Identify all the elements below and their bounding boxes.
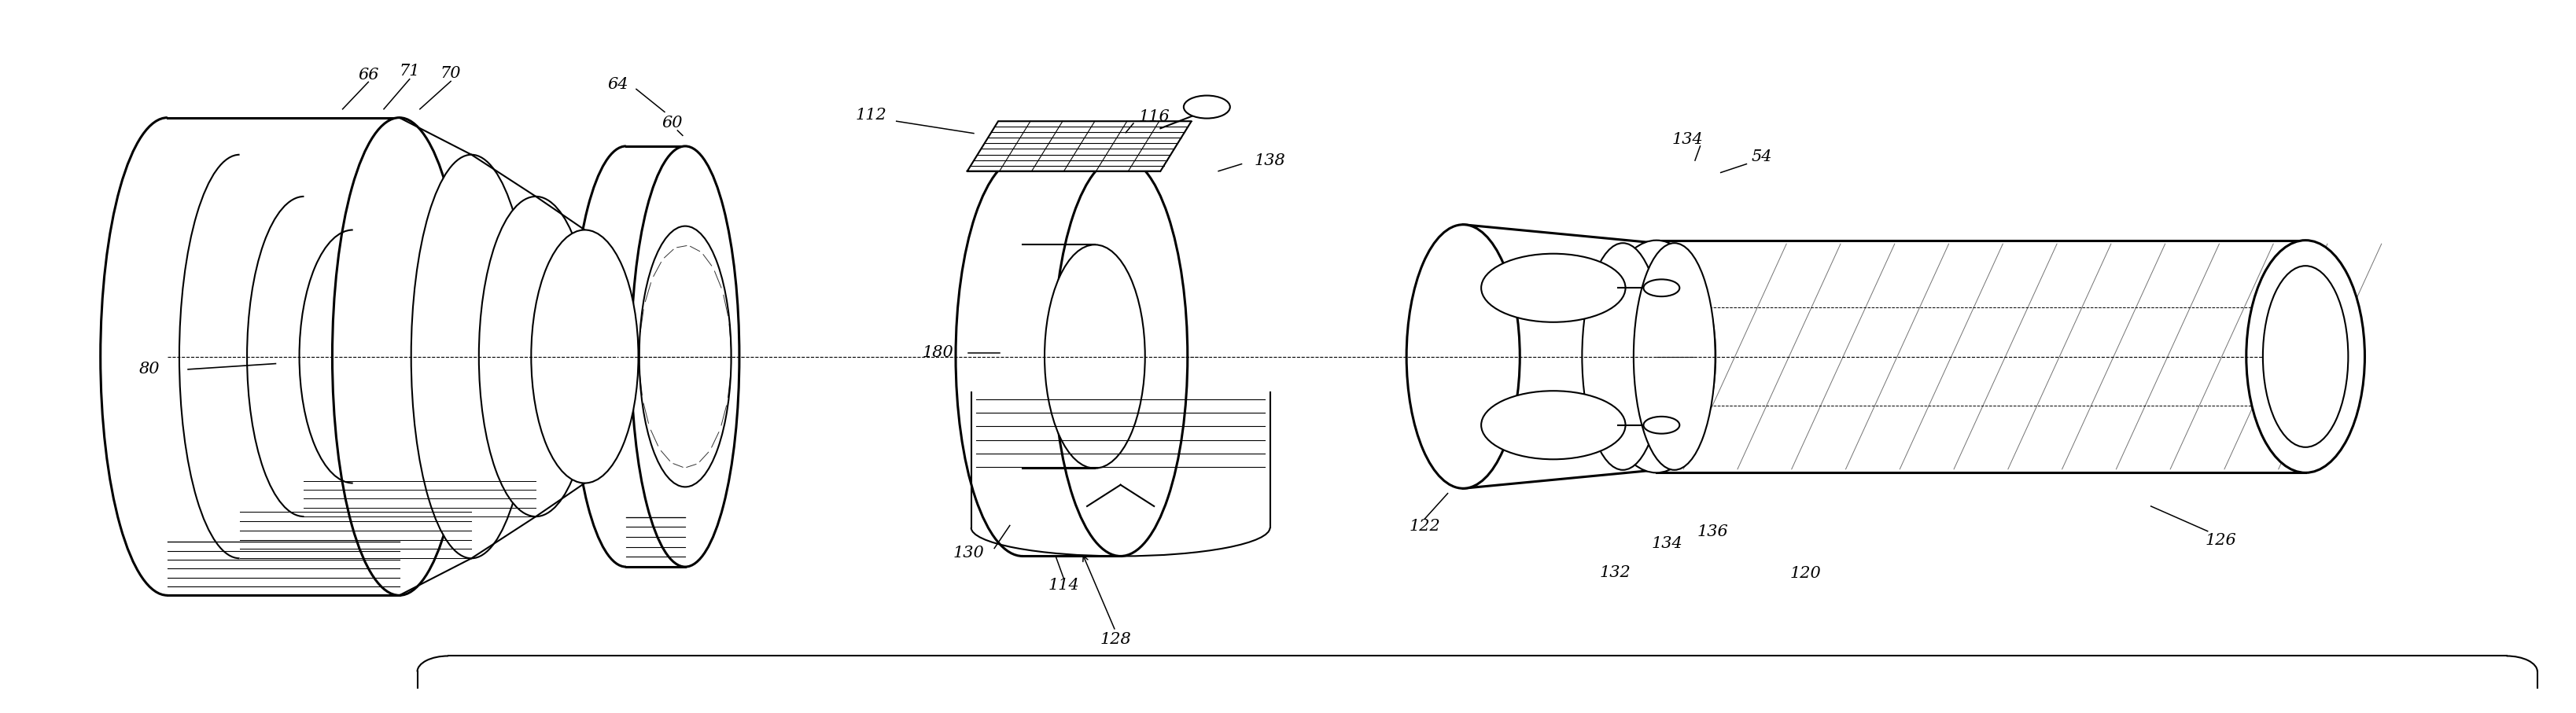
- Text: 80: 80: [139, 362, 160, 376]
- Ellipse shape: [2246, 240, 2365, 473]
- Text: 134: 134: [1651, 536, 1682, 550]
- Text: 180: 180: [922, 346, 953, 360]
- Text: 66: 66: [358, 68, 379, 82]
- Ellipse shape: [412, 155, 531, 558]
- Text: 128: 128: [1100, 632, 1131, 647]
- Ellipse shape: [1185, 96, 1229, 118]
- Ellipse shape: [1406, 225, 1520, 488]
- Ellipse shape: [1582, 243, 1664, 470]
- Text: 122: 122: [1409, 519, 1440, 533]
- Ellipse shape: [1643, 416, 1680, 434]
- Text: 54: 54: [1752, 150, 1772, 164]
- Text: 130: 130: [953, 546, 984, 560]
- Text: 64: 64: [608, 77, 629, 91]
- Text: 114: 114: [1048, 578, 1079, 593]
- Text: 120: 120: [1790, 566, 1821, 580]
- Ellipse shape: [1046, 245, 1144, 468]
- Ellipse shape: [1054, 157, 1188, 556]
- Ellipse shape: [1481, 254, 1625, 322]
- Text: 70: 70: [440, 66, 461, 81]
- Text: 126: 126: [2205, 533, 2236, 548]
- Text: 132: 132: [1600, 565, 1631, 580]
- Ellipse shape: [2262, 266, 2349, 447]
- Text: 71: 71: [399, 64, 420, 78]
- Ellipse shape: [1643, 279, 1680, 297]
- Ellipse shape: [1481, 391, 1625, 459]
- Text: 134: 134: [1672, 133, 1703, 147]
- Ellipse shape: [639, 226, 732, 487]
- Ellipse shape: [1633, 243, 1716, 470]
- Ellipse shape: [1597, 240, 1716, 473]
- Ellipse shape: [531, 230, 639, 483]
- Ellipse shape: [479, 197, 592, 516]
- Ellipse shape: [332, 118, 466, 595]
- Text: 112: 112: [855, 108, 886, 123]
- Text: 60: 60: [662, 116, 683, 130]
- Text: 116: 116: [1139, 110, 1170, 124]
- Text: 138: 138: [1255, 153, 1285, 168]
- Text: 136: 136: [1698, 525, 1728, 539]
- Polygon shape: [969, 121, 1190, 171]
- Ellipse shape: [631, 146, 739, 567]
